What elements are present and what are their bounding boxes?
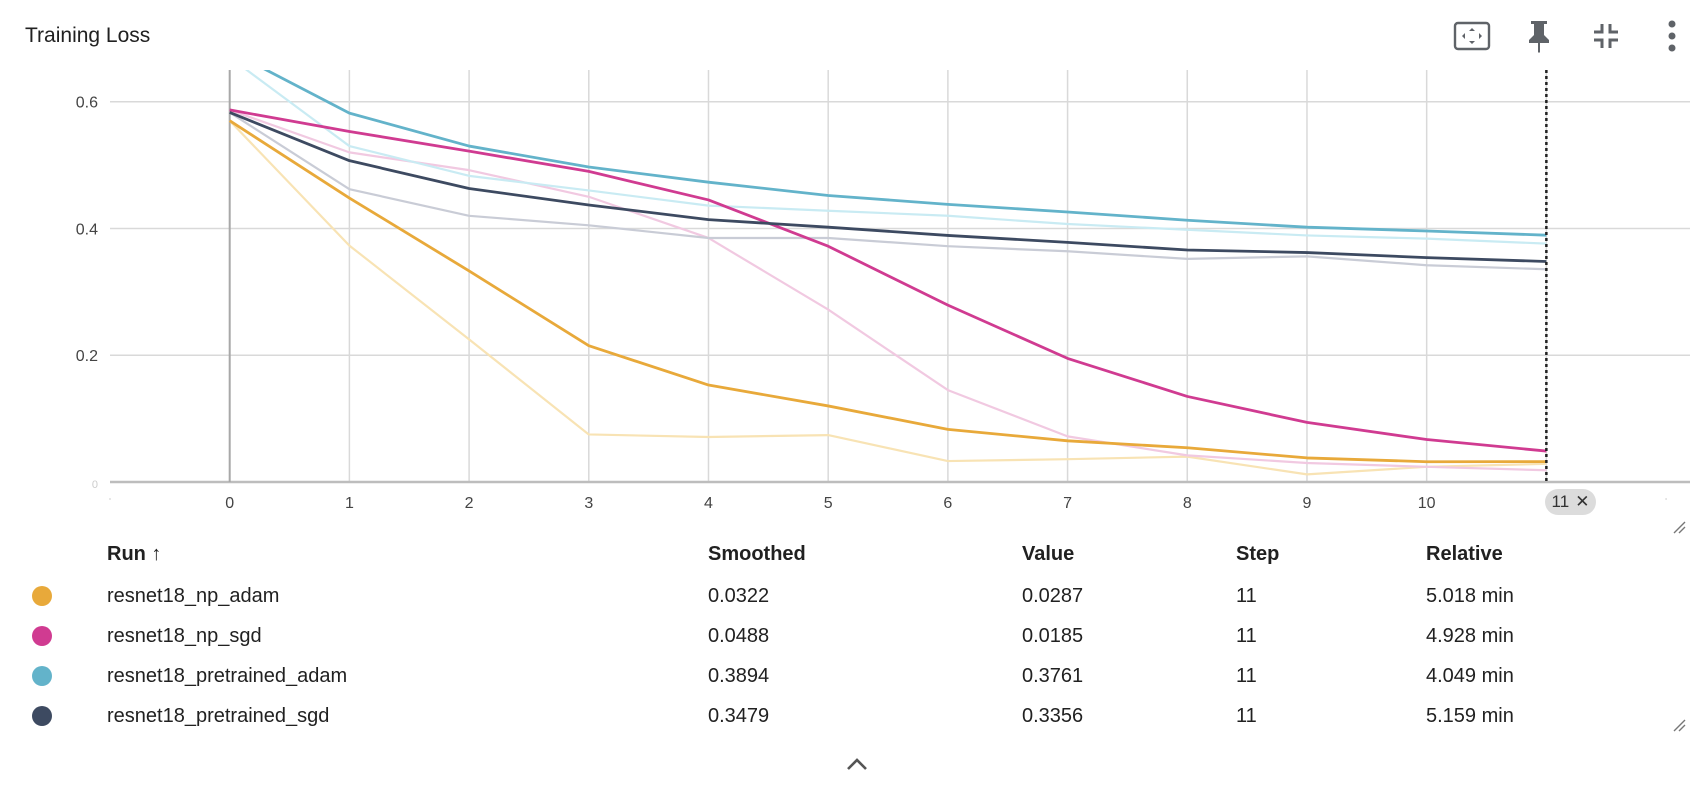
selected-step-chip: 11 ✕ [1545, 489, 1596, 515]
relative-time: 5.159 min [1426, 704, 1514, 727]
fit-domain-button[interactable] [1452, 16, 1492, 56]
run-color-dot [32, 586, 52, 607]
smoothed-value: 0.0322 [708, 584, 770, 607]
relative-header[interactable]: Relative [1426, 542, 1503, 565]
relative-time: 5.018 min [1426, 584, 1514, 607]
run-name: resnet18_pretrained_sgd [107, 704, 330, 727]
raw-series-line [244, 70, 1547, 245]
y-tick-label: 0.2 [76, 348, 98, 365]
x-tick-label: 2 [465, 495, 474, 512]
raw-value: 0.0185 [1022, 624, 1084, 647]
runs-table: Run ↑ Smoothed Value Step Relative resne… [0, 532, 1706, 736]
table-resize-handle-icon[interactable] [1672, 718, 1686, 732]
value-header[interactable]: Value [1022, 542, 1075, 565]
x-tick-label: 6 [943, 495, 952, 512]
y-tick-label: 0.6 [76, 95, 98, 112]
step-value: 11 [1236, 584, 1257, 607]
run-color-dot [32, 626, 52, 647]
run-header[interactable]: Run ↑ [107, 542, 162, 565]
card-header: Training Loss [0, 0, 1706, 76]
relative-time: 4.049 min [1426, 664, 1514, 687]
selected-step-label: 11 [1551, 492, 1570, 511]
x-tick-label: 3 [584, 495, 593, 512]
smoothed-value: 0.3479 [708, 704, 770, 727]
x-tick-label: 5 [824, 495, 833, 512]
smoothed-series-line [228, 119, 1547, 464]
y-tick-label: 0.4 [76, 221, 98, 238]
x-tick-label: 0 [225, 495, 234, 512]
x-tick-label: 8 [1183, 495, 1192, 512]
raw-value: 0.0287 [1022, 584, 1084, 607]
loss-chart[interactable]: 0 0.2 0.4 0.6 0 1 2 3 4 5 6 7 8 9 10 [0, 70, 1706, 520]
more-options-button[interactable] [1652, 16, 1692, 56]
raw-series-line [229, 111, 1547, 271]
pin-icon [1529, 21, 1549, 53]
relative-time: 4.928 min [1426, 624, 1514, 647]
table-header-row: Run ↑ Smoothed Value Step Relative [0, 532, 1706, 576]
raw-series-line [228, 119, 1547, 476]
raw-value: 0.3761 [1022, 664, 1084, 687]
more-vert-icon [1668, 20, 1676, 52]
run-name: resnet18_np_sgd [107, 624, 262, 647]
table-row: resnet18_pretrained_adam 0.3894 0.3761 1… [0, 656, 1706, 696]
step-value: 11 [1236, 704, 1257, 727]
step-value: 11 [1236, 624, 1257, 647]
smoothed-header[interactable]: Smoothed [708, 542, 806, 565]
raw-series-line [229, 108, 1547, 472]
table-row: resnet18_pretrained_sgd 0.3479 0.3356 11… [0, 696, 1706, 736]
x-tick-label: 1 [345, 495, 354, 512]
pin-button[interactable] [1519, 16, 1559, 56]
chart-title: Training Loss [25, 24, 151, 47]
run-name: resnet18_pretrained_adam [107, 664, 348, 687]
smoothed-series-line [229, 111, 1547, 263]
smoothed-series-line [229, 108, 1547, 453]
run-color-dot [32, 666, 52, 687]
smoothed-series-line [263, 70, 1547, 237]
collapse-button[interactable] [1586, 16, 1626, 56]
x-tick-label: 10 [1418, 495, 1436, 512]
run-name: resnet18_np_adam [107, 584, 280, 607]
step-header[interactable]: Step [1236, 542, 1280, 565]
table-row: resnet18_np_sgd 0.0488 0.0185 11 4.928 m… [0, 616, 1706, 656]
run-color-dot [32, 706, 52, 727]
smoothed-value: 0.3894 [708, 664, 770, 687]
clear-step-icon[interactable]: ✕ [1575, 492, 1590, 511]
expand-chevron-icon[interactable] [845, 754, 869, 774]
chart-resize-handle-icon[interactable] [1672, 520, 1686, 534]
x-tick-label: 7 [1063, 495, 1072, 512]
raw-value: 0.3356 [1022, 704, 1084, 727]
x-tick-label: 4 [704, 495, 713, 512]
collapse-icon [1594, 24, 1618, 48]
y-tick-label: 0 [92, 479, 98, 491]
fit-domain-icon [1453, 21, 1491, 51]
smoothed-value: 0.0488 [708, 624, 770, 647]
table-row: resnet18_np_adam 0.0322 0.0287 11 5.018 … [0, 576, 1706, 616]
step-value: 11 [1236, 664, 1257, 687]
plot-area [228, 70, 1547, 476]
color-header [0, 532, 107, 576]
x-tick-label: 9 [1303, 495, 1312, 512]
